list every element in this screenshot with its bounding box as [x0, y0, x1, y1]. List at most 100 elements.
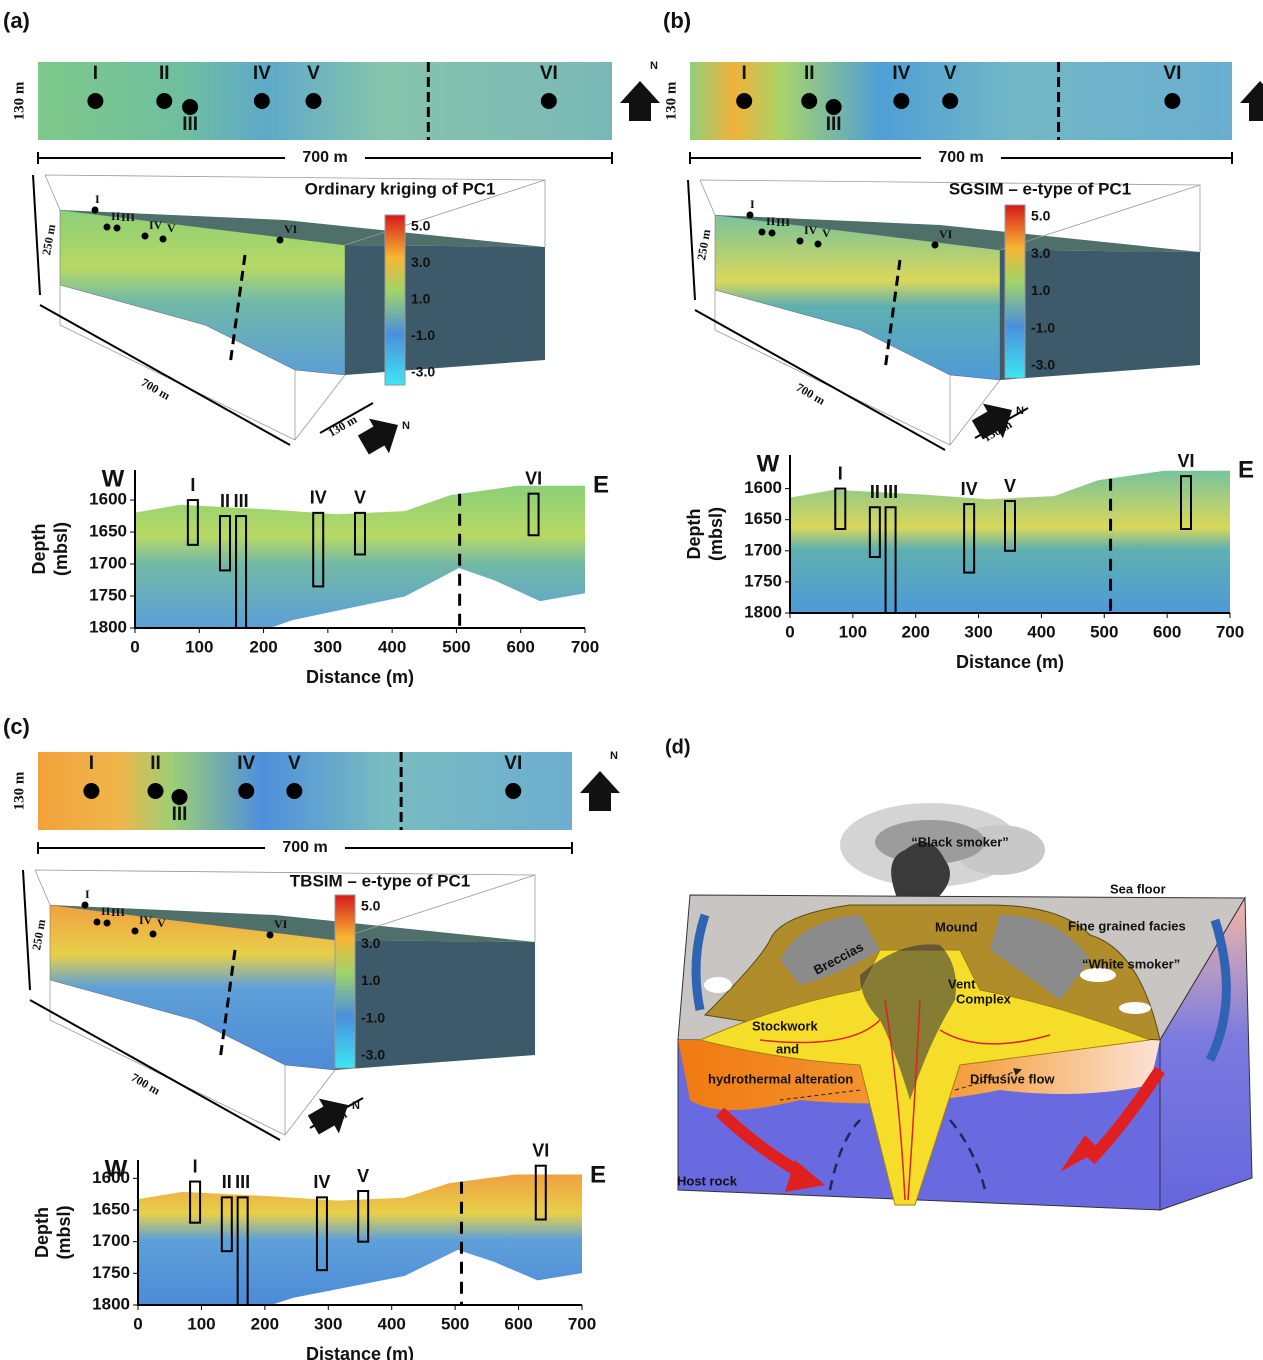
well-label: IV — [313, 1172, 330, 1192]
host-rock-label: Host rock — [677, 1173, 738, 1188]
colorbar-label: -1.0 — [1031, 319, 1055, 335]
well-label: I — [838, 463, 843, 483]
y-axis-label: Depth — [29, 524, 49, 575]
block-well-label: II — [111, 209, 121, 223]
block-well-label: III — [111, 905, 125, 919]
plan-well — [1164, 93, 1180, 109]
x-tick-label: 400 — [378, 637, 406, 656]
x-tick-label: 600 — [507, 637, 535, 656]
plan-length: 700 m — [938, 149, 983, 166]
y-axis-label: Depth — [684, 509, 704, 560]
plan-well-label: V — [288, 753, 301, 774]
sea-floor-label: Sea floor — [1110, 881, 1166, 896]
vent-diagram — [678, 803, 1252, 1210]
x-tick-label: 200 — [249, 637, 277, 656]
y-tick-label: 1750 — [89, 586, 127, 605]
x-tick-label: 100 — [185, 637, 213, 656]
x-tick-label: 300 — [314, 1314, 342, 1333]
north-label: N — [352, 1100, 360, 1112]
block-height: 250 m — [39, 223, 58, 256]
x-tick-label: 700 — [571, 637, 599, 656]
plan-well-label: I — [93, 63, 98, 84]
plan-well-label: IV — [892, 63, 910, 84]
colorbar — [1005, 205, 1025, 378]
well-label: V — [357, 1166, 369, 1186]
panel-label: (b) — [663, 8, 691, 33]
panel-label: (c) — [3, 714, 30, 739]
colorbar — [335, 895, 355, 1068]
y-tick-label: 1700 — [744, 540, 782, 559]
plan-well-label: II — [150, 753, 161, 774]
block-well-label: IV — [139, 913, 153, 927]
colorbar-label: -3.0 — [1031, 357, 1055, 373]
well-label: II — [870, 482, 880, 502]
north-label: N — [1016, 405, 1024, 417]
block-well — [94, 919, 101, 926]
block-end — [1000, 250, 1200, 380]
diffusive-flow-label: Diffusive flow — [970, 1071, 1055, 1086]
block-well — [104, 920, 111, 927]
block-well — [160, 236, 167, 243]
plan-well-label: II — [804, 63, 815, 84]
plan-well-label: III — [826, 114, 842, 135]
north-label: N — [402, 420, 410, 432]
colorbar-label: 5.0 — [1031, 208, 1051, 224]
y-axis-label: (mbsl) — [54, 1205, 74, 1259]
block-well-label: VI — [939, 227, 953, 241]
colorbar-label: -3.0 — [411, 364, 435, 380]
y-tick-label: 1750 — [744, 571, 782, 590]
model-title: TBSIM – e-type of PC1 — [290, 871, 470, 890]
block-height-bar — [688, 180, 695, 300]
plan-well — [286, 783, 302, 799]
block-well-label: III — [776, 215, 790, 229]
plan-map — [38, 752, 572, 830]
block-well — [82, 902, 89, 909]
plan-length: 700 m — [282, 839, 327, 856]
plan-well — [238, 783, 254, 799]
plan-well-label: III — [182, 114, 198, 135]
block-well-label: I — [85, 887, 90, 901]
plan-well-label: I — [89, 753, 94, 774]
plan-well-label: VI — [504, 753, 522, 774]
well-label: IV — [310, 488, 327, 508]
well-label: III — [235, 1172, 250, 1192]
y-tick-label: 1800 — [89, 617, 127, 636]
north-label: N — [650, 60, 658, 72]
x-tick-label: 500 — [1090, 622, 1118, 641]
x-tick-label: 500 — [441, 1314, 469, 1333]
block-length: 700 m — [139, 375, 173, 403]
west-label: W — [102, 465, 125, 492]
block-well — [797, 238, 804, 245]
plan-well-label: V — [307, 63, 320, 84]
north-arrow — [1240, 81, 1263, 121]
colorbar-label: -3.0 — [361, 1047, 385, 1063]
block-well-label: IV — [804, 223, 818, 237]
block-well — [114, 225, 121, 232]
vent-label: Complex — [956, 991, 1012, 1006]
x-tick-label: 100 — [187, 1314, 215, 1333]
fine-grained-label: Fine grained facies — [1068, 918, 1186, 933]
model-title: Ordinary kriging of PC1 — [305, 179, 496, 198]
plan-well — [801, 93, 817, 109]
block-well-label: IV — [149, 218, 163, 232]
plan-well — [736, 93, 752, 109]
y-tick-label: 1750 — [92, 1263, 130, 1282]
y-tick-label: 1650 — [89, 522, 127, 541]
plan-width: 130 m — [11, 81, 27, 120]
x-tick-label: 100 — [839, 622, 867, 641]
plan-well — [156, 93, 172, 109]
block-well — [150, 931, 157, 938]
north-arrow — [580, 771, 620, 811]
y-tick-label: 1800 — [744, 602, 782, 621]
block-height: 250 m — [29, 918, 48, 951]
plan-well — [147, 783, 163, 799]
panel-label: (a) — [3, 8, 30, 33]
y-axis-label: (mbsl) — [51, 522, 71, 576]
plan-well — [541, 93, 557, 109]
plan-well — [505, 783, 521, 799]
stockwork-label: hydrothermal alteration — [708, 1071, 853, 1086]
plan-well — [826, 99, 842, 115]
block-length: 700 m — [794, 380, 828, 408]
black-smoker-label: “Black smoker” — [911, 834, 1009, 849]
plan-well-label: IV — [253, 63, 271, 84]
